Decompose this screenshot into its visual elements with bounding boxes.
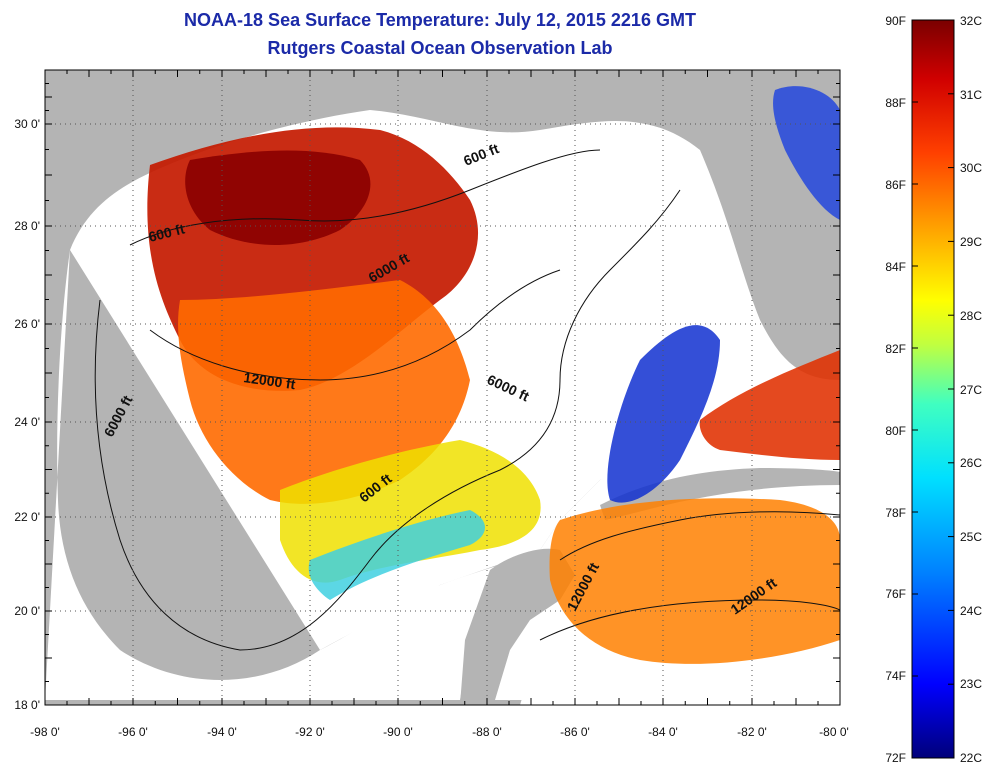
depth-contours	[94, 149, 840, 651]
sst-red-straits	[699, 350, 840, 460]
sst-cyan-region	[308, 510, 485, 600]
colorbar-f-label: 90F	[885, 14, 906, 28]
colorbar-f-label: 76F	[885, 587, 906, 601]
graticule	[45, 70, 840, 705]
sst-orange-region	[178, 280, 470, 504]
sst-blue-band	[607, 325, 720, 503]
colorbar-f-label: 74F	[885, 669, 906, 683]
contour-label-12000ft: 12000 ft	[243, 369, 297, 392]
colorbar-c-label: 24C	[960, 604, 982, 618]
lon-tick-label: -82 0'	[737, 725, 767, 739]
colorbar-c-label: 25C	[960, 530, 982, 544]
lat-tick-label: 26 0'	[14, 317, 40, 331]
colorbar-c-label: 32C	[960, 14, 982, 28]
lon-tick-label: -98 0'	[30, 725, 60, 739]
temperature-colorbar	[911, 19, 955, 759]
colorbar-f-label: 86F	[885, 178, 906, 192]
colorbar-f-label: 72F	[885, 751, 906, 765]
lat-tick-label: 22 0'	[14, 510, 40, 524]
colorbar-ticks	[912, 19, 954, 759]
colorbar-c-label: 22C	[960, 751, 982, 765]
colorbar-c-label: 26C	[960, 456, 982, 470]
map-subtitle: Rutgers Coastal Ocean Observation Lab	[267, 38, 613, 58]
lon-tick-label: -88 0'	[472, 725, 502, 739]
colorbar-c-label: 29C	[960, 235, 982, 249]
sst-orange-caribbean	[549, 498, 840, 664]
lon-tick-label: -92 0'	[295, 725, 325, 739]
lon-tick-label: -86 0'	[560, 725, 590, 739]
lon-tick-label: -84 0'	[648, 725, 678, 739]
lon-tick-label: -94 0'	[207, 725, 237, 739]
lat-tick-label: 24 0'	[14, 415, 40, 429]
lat-tick-label: 20 0'	[14, 604, 40, 618]
colorbar-f-label: 88F	[885, 96, 906, 110]
colorbar-f-label: 80F	[885, 424, 906, 438]
colorbar-celsius-labels: 32C 31C 30C 29C 28C 27C 26C 25C 24C 23C …	[960, 14, 982, 765]
florida-land	[700, 130, 840, 350]
colorbar-c-label: 31C	[960, 88, 982, 102]
lon-tick-label: -96 0'	[118, 725, 148, 739]
colorbar-fahrenheit-labels: 90F 88F 86F 84F 82F 80F 78F 76F 74F 72F	[885, 14, 906, 765]
colorbar-f-label: 78F	[885, 506, 906, 520]
map-title: NOAA-18 Sea Surface Temperature: July 12…	[184, 10, 696, 30]
colorbar-c-label: 23C	[960, 677, 982, 691]
sst-blue-east	[773, 86, 840, 220]
lat-tick-label: 18 0'	[14, 698, 40, 712]
axis-ticks	[44, 69, 841, 706]
colorbar-c-label: 27C	[960, 383, 982, 397]
lon-tick-label: -90 0'	[383, 725, 413, 739]
latitude-tick-labels: 18 0' 20 0' 22 0' 24 0' 26 0' 28 0' 30 0…	[14, 117, 40, 712]
lat-tick-label: 30 0'	[14, 117, 40, 131]
longitude-tick-labels: -98 0' -96 0' -94 0' -92 0' -90 0' -88 0…	[30, 725, 849, 739]
lon-tick-label: -80 0'	[819, 725, 849, 739]
colorbar-f-label: 84F	[885, 260, 906, 274]
lat-tick-label: 28 0'	[14, 219, 40, 233]
yucatan-land	[460, 548, 575, 705]
cuba-land	[600, 468, 840, 520]
colorbar-c-label: 30C	[960, 161, 982, 175]
colorbar-c-label: 28C	[960, 309, 982, 323]
colorbar-f-label: 82F	[885, 342, 906, 356]
